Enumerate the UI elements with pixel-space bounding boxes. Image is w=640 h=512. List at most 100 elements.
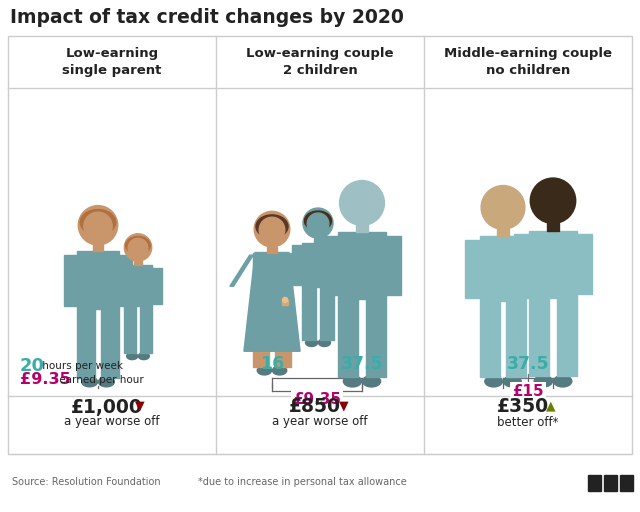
FancyBboxPatch shape: [604, 475, 617, 491]
Circle shape: [78, 206, 118, 245]
Text: £350: £350: [497, 397, 549, 416]
FancyBboxPatch shape: [356, 225, 368, 232]
Text: Impact of tax credit changes by 2020: Impact of tax credit changes by 2020: [10, 8, 404, 27]
FancyBboxPatch shape: [119, 254, 132, 306]
FancyBboxPatch shape: [77, 309, 95, 378]
Ellipse shape: [305, 211, 332, 230]
Text: *due to increase in personal tax allowance: *due to increase in personal tax allowan…: [198, 477, 407, 487]
Circle shape: [128, 238, 148, 258]
FancyBboxPatch shape: [302, 243, 334, 287]
FancyBboxPatch shape: [77, 251, 119, 309]
FancyBboxPatch shape: [497, 229, 509, 236]
Ellipse shape: [504, 376, 521, 387]
FancyBboxPatch shape: [275, 351, 291, 367]
Ellipse shape: [318, 339, 330, 347]
FancyBboxPatch shape: [314, 238, 322, 243]
Ellipse shape: [485, 376, 502, 387]
Text: better off*: better off*: [497, 416, 559, 429]
Circle shape: [282, 297, 287, 303]
FancyBboxPatch shape: [529, 297, 549, 376]
Ellipse shape: [82, 377, 97, 387]
FancyBboxPatch shape: [577, 234, 593, 294]
Text: £1,000: £1,000: [71, 397, 143, 416]
Circle shape: [124, 234, 152, 261]
FancyBboxPatch shape: [321, 287, 334, 339]
FancyBboxPatch shape: [282, 301, 288, 305]
Text: hours per week: hours per week: [39, 361, 123, 371]
Circle shape: [84, 212, 112, 241]
Text: Low-earning
single parent: Low-earning single parent: [62, 47, 162, 77]
Text: 37.5: 37.5: [340, 355, 383, 373]
Text: B: B: [591, 478, 598, 488]
FancyBboxPatch shape: [140, 306, 152, 353]
Text: a year worse off: a year worse off: [272, 416, 368, 429]
FancyBboxPatch shape: [124, 265, 152, 306]
Text: 20: 20: [20, 357, 45, 375]
Text: Middle-earning couple
no children: Middle-earning couple no children: [444, 47, 612, 77]
FancyBboxPatch shape: [114, 268, 124, 304]
Text: ▼: ▼: [135, 399, 145, 413]
FancyBboxPatch shape: [64, 254, 77, 306]
FancyBboxPatch shape: [365, 298, 386, 376]
FancyBboxPatch shape: [253, 351, 269, 367]
Text: Source: Resolution Foundation: Source: Resolution Foundation: [12, 477, 161, 487]
Text: a year worse off: a year worse off: [64, 416, 160, 429]
FancyBboxPatch shape: [339, 298, 358, 376]
Text: £15: £15: [512, 384, 544, 399]
Ellipse shape: [256, 215, 288, 238]
FancyBboxPatch shape: [386, 236, 401, 295]
FancyBboxPatch shape: [557, 297, 577, 376]
Ellipse shape: [273, 366, 287, 375]
Circle shape: [531, 178, 576, 223]
Circle shape: [307, 213, 329, 234]
FancyBboxPatch shape: [480, 301, 500, 377]
Ellipse shape: [305, 339, 317, 347]
Text: £9.35: £9.35: [20, 373, 71, 388]
Text: ▼: ▼: [339, 399, 349, 413]
FancyBboxPatch shape: [526, 240, 541, 297]
Circle shape: [254, 211, 290, 247]
Circle shape: [259, 217, 285, 243]
Ellipse shape: [362, 376, 381, 387]
Polygon shape: [244, 252, 300, 351]
FancyBboxPatch shape: [302, 287, 316, 339]
FancyBboxPatch shape: [268, 247, 276, 252]
Ellipse shape: [99, 377, 115, 387]
FancyBboxPatch shape: [334, 245, 344, 285]
Text: C: C: [623, 478, 630, 488]
FancyBboxPatch shape: [124, 306, 136, 353]
Ellipse shape: [138, 353, 149, 359]
Ellipse shape: [257, 366, 271, 375]
Text: B: B: [607, 478, 614, 488]
Polygon shape: [291, 255, 314, 286]
FancyBboxPatch shape: [152, 268, 162, 304]
FancyBboxPatch shape: [480, 236, 526, 301]
Ellipse shape: [554, 375, 572, 387]
FancyBboxPatch shape: [588, 475, 601, 491]
FancyBboxPatch shape: [465, 240, 480, 297]
Circle shape: [481, 185, 525, 229]
FancyBboxPatch shape: [93, 245, 103, 251]
Polygon shape: [230, 255, 253, 286]
Ellipse shape: [125, 237, 150, 254]
FancyBboxPatch shape: [134, 261, 141, 265]
FancyBboxPatch shape: [323, 236, 339, 295]
Circle shape: [303, 208, 333, 238]
Text: earned per hour: earned per hour: [56, 375, 144, 385]
Text: 37.5: 37.5: [507, 355, 549, 373]
FancyBboxPatch shape: [513, 234, 529, 294]
FancyBboxPatch shape: [101, 309, 119, 378]
FancyBboxPatch shape: [292, 245, 302, 285]
FancyBboxPatch shape: [253, 252, 291, 305]
Text: 16: 16: [260, 355, 284, 373]
Text: ▲: ▲: [546, 399, 556, 413]
Text: £850: £850: [289, 397, 341, 416]
FancyBboxPatch shape: [339, 232, 386, 298]
Circle shape: [340, 181, 385, 225]
FancyBboxPatch shape: [506, 301, 526, 377]
Text: Low-earning couple
2 children: Low-earning couple 2 children: [246, 47, 394, 77]
Ellipse shape: [534, 375, 552, 387]
Text: £9.35: £9.35: [293, 392, 341, 407]
Ellipse shape: [80, 209, 116, 235]
FancyBboxPatch shape: [620, 475, 633, 491]
